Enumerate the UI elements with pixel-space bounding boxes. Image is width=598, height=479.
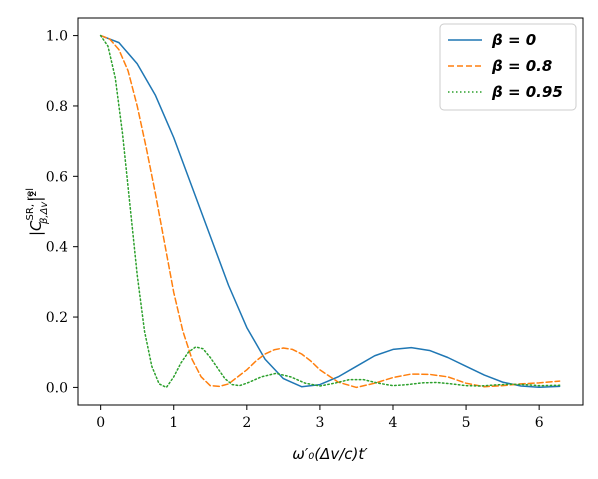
y-axis-label-sup: SR, rel	[25, 188, 36, 220]
legend-label-2: β = 0.95	[491, 83, 563, 101]
y-tick-label: 0.4	[46, 240, 68, 256]
legend-label-1: β = 0.8	[491, 57, 552, 75]
x-tick-label: 4	[389, 415, 398, 431]
series-line-1	[99, 34, 561, 389]
y-tick-label: 0.6	[46, 169, 68, 185]
y-axis-label-lead: |C	[27, 220, 45, 236]
x-tick-label: 6	[535, 415, 544, 431]
x-tick-label: 3	[315, 415, 324, 431]
y-tick-label: 0.2	[46, 310, 68, 326]
y-axis-label: |CSR, rel β,Δv|²	[25, 188, 50, 236]
series-line-2	[99, 34, 561, 389]
axes	[77, 17, 584, 406]
y-tick-label: 0.0	[46, 380, 68, 396]
x-tick-label: 0	[96, 415, 105, 431]
series-line-0	[99, 34, 561, 388]
legend: β = 0 β = 0.8 β = 0.95	[439, 23, 577, 111]
y-axis-label-tail: |²	[27, 191, 45, 202]
y-axis-label-sub: β,Δv	[39, 201, 50, 225]
x-axis-label: ω′₀(Δv/c)t′	[292, 445, 368, 463]
legend-label-0: β = 0	[491, 31, 536, 49]
y-tick-label: 0.8	[46, 99, 68, 115]
plot-area	[99, 34, 561, 389]
legend-box	[439, 23, 577, 111]
x-tick-label: 5	[462, 415, 471, 431]
y-tick-label: 1.0	[46, 29, 68, 45]
x-tick-label: 1	[169, 415, 178, 431]
ticks: 0 1 2 3 4 5 6 0.0 0.2 0.4 0.6 0.8 1.0	[46, 29, 544, 431]
axis-labels: ω′₀(Δv/c)t′ |CSR, rel β,Δv|²	[25, 188, 368, 463]
x-tick-label: 2	[242, 415, 251, 431]
axes-frame	[77, 17, 584, 406]
